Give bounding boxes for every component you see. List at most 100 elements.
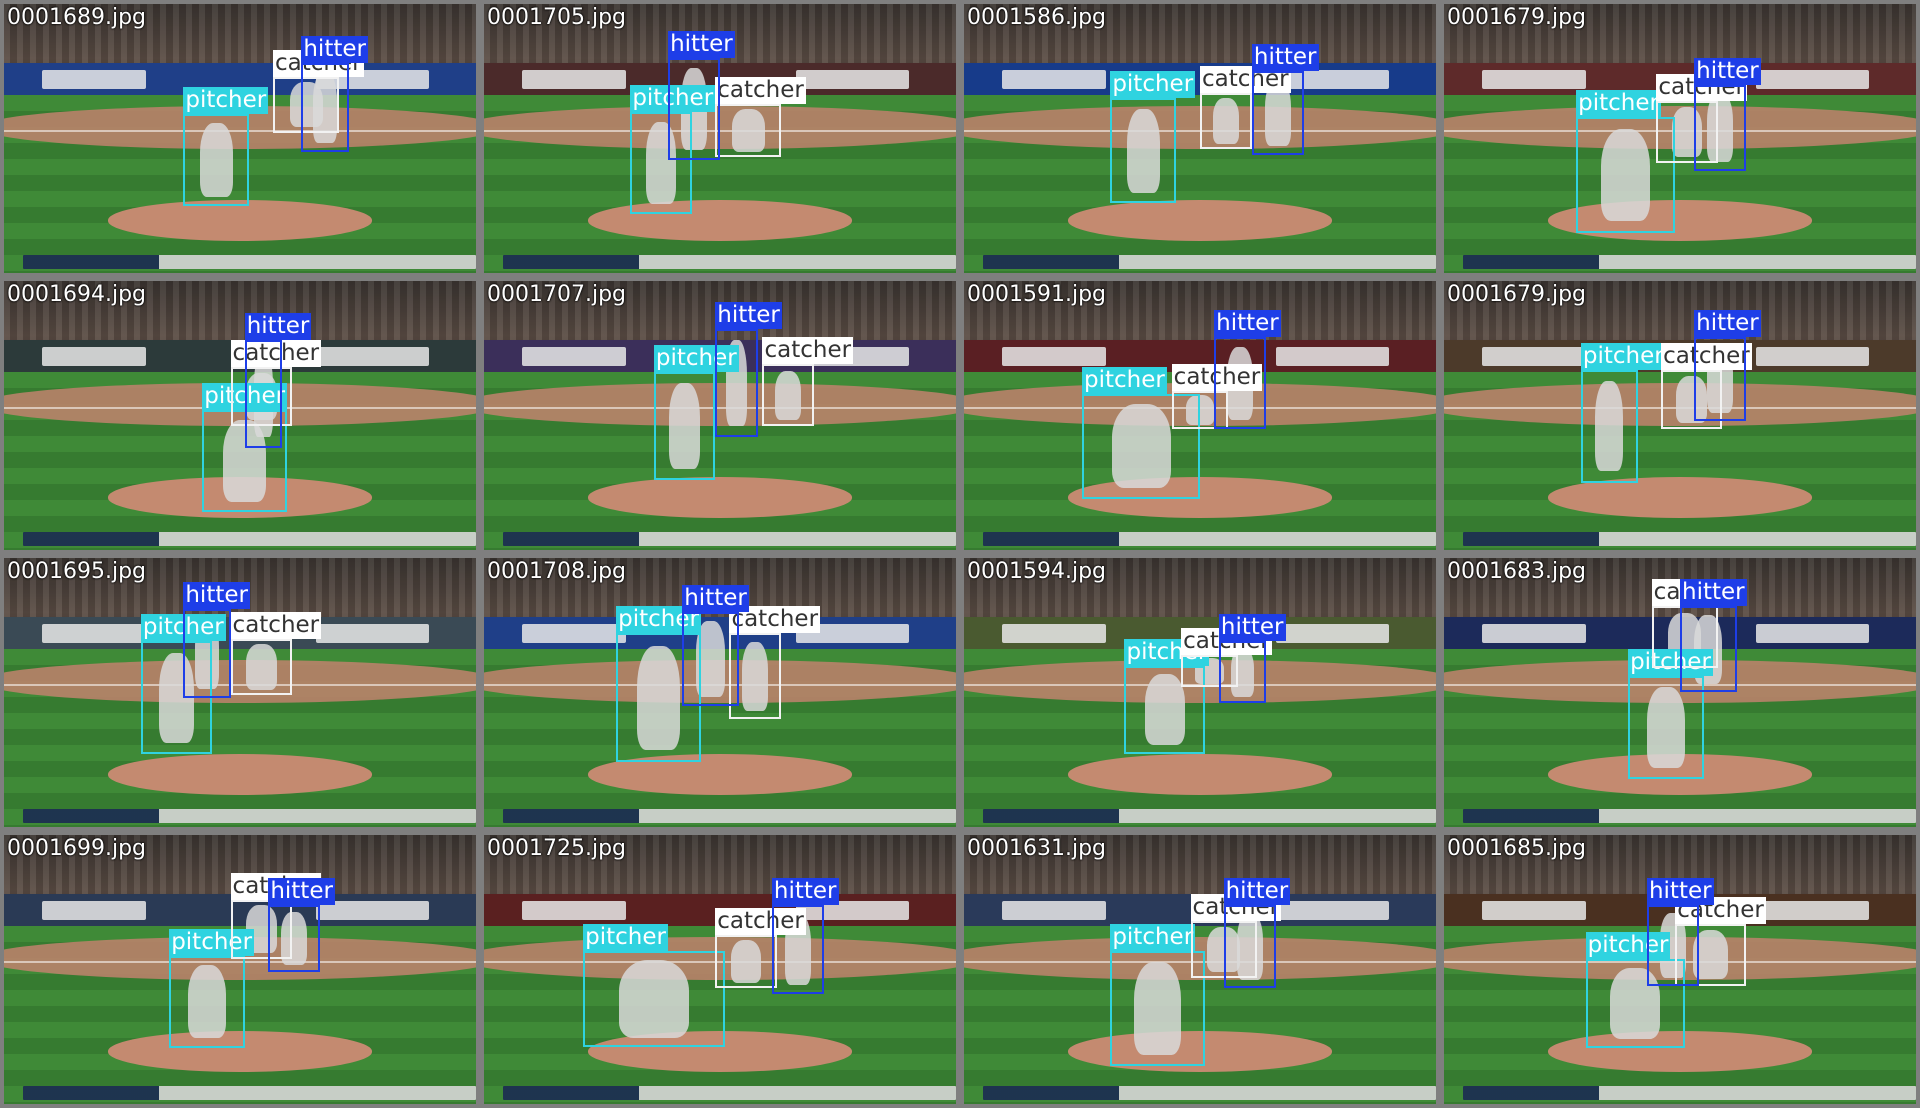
ad-board xyxy=(521,346,626,366)
ad-board xyxy=(1275,623,1389,643)
score-bug xyxy=(502,809,956,823)
ad-board xyxy=(1275,900,1389,920)
grid-tile: pitcher catcher hitter 0001705.jpg xyxy=(484,4,956,273)
home-plate-dirt xyxy=(484,383,956,427)
foul-line xyxy=(4,961,476,964)
hitter-bounding-box xyxy=(1694,84,1747,171)
grid-tile: pitcher catcher hitter 0001679.jpg xyxy=(1444,4,1916,273)
pitcher-bounding-box xyxy=(1628,676,1704,779)
hitter-label: hitter xyxy=(715,302,782,330)
ad-board xyxy=(1001,346,1106,366)
hitter-bounding-box xyxy=(268,904,321,973)
tile-filename: 0001591.jpg xyxy=(967,282,1107,307)
hitter-label: hitter xyxy=(268,877,335,905)
hitter-figure xyxy=(1236,913,1263,980)
ad-board xyxy=(1481,69,1586,89)
score-bug xyxy=(982,809,1436,823)
pitcher-bounding-box xyxy=(653,372,716,481)
grid-tile: pitcher catcher hitter 0001725.jpg xyxy=(484,835,956,1104)
foul-line xyxy=(484,961,956,964)
pitcher-bounding-box xyxy=(630,111,692,214)
home-plate-dirt xyxy=(964,937,1436,981)
pitcher-label: pitcher xyxy=(616,606,701,634)
catcher-figure xyxy=(245,644,277,690)
score-bug xyxy=(502,532,956,546)
score-bug xyxy=(982,255,1436,269)
ad-board xyxy=(795,69,909,89)
hitter-bounding-box xyxy=(301,63,349,152)
grid-tile: pitcher catcher hitter 0001586.jpg xyxy=(964,4,1436,273)
tile-filename: 0001631.jpg xyxy=(967,836,1107,861)
catcher-bounding-box xyxy=(230,367,292,427)
pitcher-figure xyxy=(1144,674,1185,746)
pitcher-label: pitcher xyxy=(183,87,269,115)
catcher-label: catcher xyxy=(762,337,854,365)
ad-board xyxy=(521,900,626,920)
pitcher-figure xyxy=(199,123,233,197)
hitter-bounding-box xyxy=(244,340,283,448)
score-bug xyxy=(1462,1086,1916,1100)
ad-board xyxy=(795,900,909,920)
ad-board xyxy=(315,900,429,920)
pitcher-figure xyxy=(1610,967,1660,1039)
catcher-bounding-box xyxy=(762,364,815,427)
grid-tile: pitcher catcher hitter 0001694.jpg xyxy=(4,281,476,550)
ad-board xyxy=(41,623,146,643)
pitchers-mound xyxy=(1547,477,1813,518)
pitcher-figure xyxy=(637,646,680,750)
hitter-figure xyxy=(281,911,308,966)
grid-tile: pitcher catcher hitter 0001685.jpg xyxy=(1444,835,1916,1104)
score-bug xyxy=(1462,809,1916,823)
hitter-bounding-box xyxy=(1680,606,1737,693)
foul-line xyxy=(4,684,476,687)
pitcher-figure xyxy=(188,965,226,1039)
pitcher-figure xyxy=(1595,381,1624,472)
hitter-bounding-box xyxy=(1646,904,1699,986)
tile-filename: 0001707.jpg xyxy=(487,282,627,307)
tile-filename: 0001699.jpg xyxy=(7,836,147,861)
ad-board xyxy=(795,623,909,643)
pitcher-figure xyxy=(1600,128,1651,222)
ad-board xyxy=(1275,346,1389,366)
catcher-bounding-box xyxy=(273,76,340,134)
hitter-figure xyxy=(696,621,725,697)
pitchers-mound xyxy=(1547,1031,1813,1072)
hitter-label: hitter xyxy=(682,584,749,612)
foul-line xyxy=(484,130,956,133)
ad-board xyxy=(1481,346,1586,366)
pitcher-label: pitcher xyxy=(1110,923,1196,951)
hitter-figure xyxy=(313,72,337,144)
ad-board xyxy=(41,900,146,920)
catcher-bounding-box xyxy=(715,934,777,989)
catcher-figure xyxy=(1212,98,1239,144)
catcher-bounding-box xyxy=(1661,369,1723,429)
catcher-bounding-box xyxy=(230,899,292,959)
catcher-figure xyxy=(1692,929,1729,980)
hitter-label: hitter xyxy=(1680,579,1747,607)
pitcher-bounding-box xyxy=(1585,958,1685,1048)
hitter-bounding-box xyxy=(682,611,739,706)
score-bug xyxy=(22,1086,476,1100)
hitter-label: hitter xyxy=(1218,614,1286,642)
score-bug xyxy=(502,255,956,269)
pitcher-label: pitcher xyxy=(653,345,739,373)
catcher-label: catcher xyxy=(715,907,806,935)
pitcher-figure xyxy=(1111,404,1171,489)
hitter-figure xyxy=(1707,93,1734,163)
catcher-label: catcher xyxy=(1171,364,1263,392)
catcher-bounding-box xyxy=(230,638,292,696)
score-bug xyxy=(1462,255,1916,269)
catcher-bounding-box xyxy=(729,633,782,720)
hitter-label: hitter xyxy=(1214,310,1281,338)
pitcher-figure xyxy=(158,652,194,744)
hitter-bounding-box xyxy=(715,329,758,437)
pitcher-label: pitcher xyxy=(1585,931,1671,959)
ad-board xyxy=(521,623,626,643)
pitcher-label: pitcher xyxy=(1580,342,1666,370)
tile-filename: 0001725.jpg xyxy=(487,836,627,861)
pitcher-bounding-box xyxy=(1082,393,1200,499)
ad-board xyxy=(1275,69,1389,89)
hitter-bounding-box xyxy=(1214,337,1267,429)
pitcher-label: pitcher xyxy=(169,929,255,957)
hitter-label: hitter xyxy=(1223,877,1291,905)
